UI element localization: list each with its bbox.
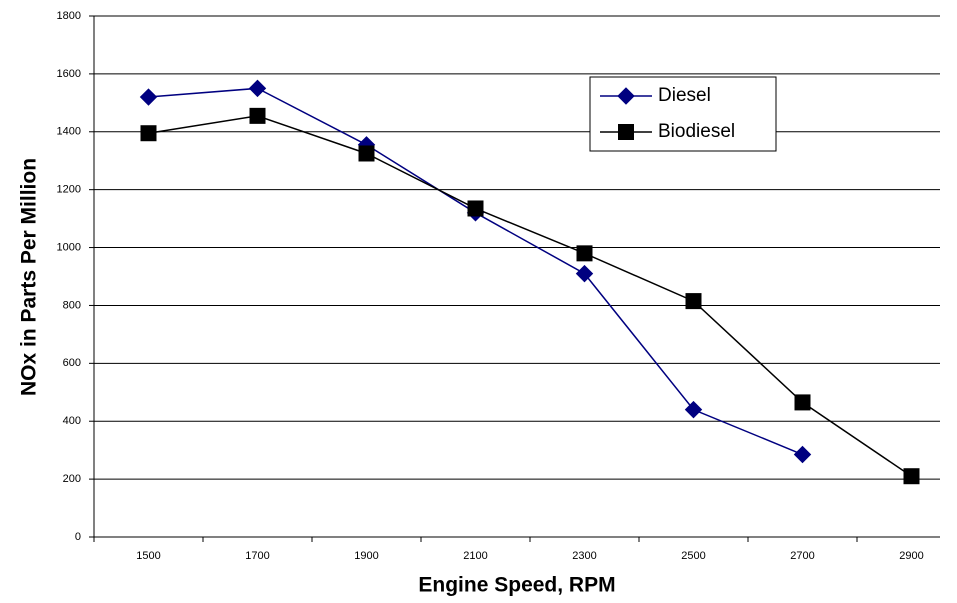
y-tick-label: 200 (63, 473, 81, 485)
marker (358, 145, 375, 162)
series-line (148, 115, 912, 477)
y-tick-label: 1400 (57, 126, 81, 138)
marker (249, 107, 266, 124)
y-tick-label: 1200 (57, 184, 81, 196)
y-tick-label: 0 (75, 531, 81, 543)
legend: Diesel Biodiesel (589, 76, 777, 152)
marker (685, 293, 702, 310)
marker (140, 125, 157, 142)
x-tick-label: 1700 (245, 550, 269, 562)
marker (248, 79, 267, 98)
x-tick-label: 2700 (790, 550, 814, 562)
legend-label: Biodiesel (658, 121, 735, 142)
marker (576, 245, 593, 262)
y-tick-label: 1000 (57, 241, 81, 253)
y-axis-label: NOx in Parts Per Million (18, 158, 41, 396)
marker (139, 88, 158, 106)
marker (575, 264, 594, 283)
x-tick-label: 2300 (572, 550, 596, 562)
y-tick-label: 600 (63, 357, 81, 369)
y-tick-label: 1600 (57, 68, 81, 80)
marker (794, 394, 811, 411)
y-tick-label: 1800 (57, 10, 81, 22)
x-tick-label: 2100 (463, 550, 487, 562)
marker (793, 445, 812, 464)
x-tick-label: 1900 (354, 550, 378, 562)
marker (467, 200, 484, 217)
legend-label: Diesel (658, 85, 711, 106)
x-tick-label: 1500 (136, 550, 160, 562)
y-tick-label: 400 (63, 415, 81, 427)
marker (684, 400, 703, 419)
marker (618, 124, 634, 140)
marker (903, 468, 920, 485)
marker (617, 87, 635, 105)
x-axis-label: Engine Speed, RPM (418, 574, 615, 597)
x-tick-label: 2900 (899, 550, 923, 562)
x-tick-label: 2500 (681, 550, 705, 562)
y-tick-label: 800 (63, 299, 81, 311)
